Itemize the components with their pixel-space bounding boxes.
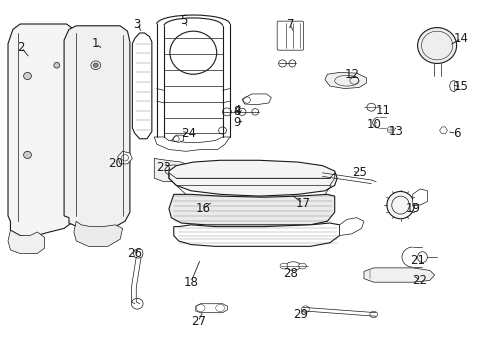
Ellipse shape: [251, 109, 258, 115]
Text: 10: 10: [366, 118, 380, 131]
Text: 20: 20: [108, 157, 122, 170]
Ellipse shape: [449, 81, 457, 91]
Ellipse shape: [366, 103, 375, 111]
Ellipse shape: [54, 62, 60, 68]
Text: 22: 22: [412, 274, 427, 287]
Text: 7: 7: [286, 18, 294, 31]
Ellipse shape: [238, 108, 245, 116]
Polygon shape: [242, 94, 271, 105]
Ellipse shape: [417, 252, 427, 262]
Ellipse shape: [169, 31, 216, 74]
Text: 11: 11: [375, 104, 390, 117]
Text: 2: 2: [18, 41, 25, 54]
Text: 13: 13: [387, 125, 402, 138]
Ellipse shape: [131, 298, 143, 309]
Polygon shape: [118, 151, 132, 164]
Polygon shape: [154, 158, 195, 182]
Ellipse shape: [23, 72, 31, 80]
Text: 23: 23: [156, 161, 171, 174]
Ellipse shape: [280, 263, 287, 269]
Text: 3: 3: [133, 18, 141, 31]
Ellipse shape: [301, 306, 309, 312]
Ellipse shape: [369, 311, 377, 318]
Text: 17: 17: [295, 197, 310, 210]
Polygon shape: [325, 72, 366, 89]
Text: 28: 28: [283, 267, 298, 280]
Text: 27: 27: [190, 315, 205, 328]
Text: 29: 29: [292, 308, 307, 321]
Ellipse shape: [298, 263, 306, 269]
Ellipse shape: [23, 151, 31, 158]
Polygon shape: [195, 304, 227, 313]
Polygon shape: [8, 230, 44, 253]
Text: 8: 8: [233, 105, 241, 118]
Ellipse shape: [285, 262, 300, 270]
Ellipse shape: [288, 60, 295, 67]
Ellipse shape: [417, 28, 456, 63]
Polygon shape: [132, 33, 152, 139]
Polygon shape: [8, 24, 76, 237]
Text: 14: 14: [453, 32, 468, 45]
Polygon shape: [339, 218, 363, 235]
Polygon shape: [168, 194, 334, 225]
Text: 1: 1: [92, 37, 100, 50]
Polygon shape: [74, 221, 122, 246]
Text: 19: 19: [405, 202, 419, 215]
Polygon shape: [171, 135, 183, 142]
Polygon shape: [173, 223, 339, 246]
Text: 24: 24: [181, 127, 196, 140]
Text: 15: 15: [453, 80, 468, 93]
Polygon shape: [363, 268, 434, 282]
Text: 12: 12: [344, 68, 359, 81]
FancyBboxPatch shape: [277, 21, 303, 50]
Text: 9: 9: [233, 116, 241, 129]
Polygon shape: [154, 137, 229, 151]
Polygon shape: [133, 249, 143, 258]
Ellipse shape: [278, 60, 286, 67]
Text: 16: 16: [195, 202, 210, 215]
Polygon shape: [412, 189, 427, 205]
Text: 6: 6: [452, 127, 459, 140]
Polygon shape: [439, 127, 447, 134]
Polygon shape: [168, 160, 336, 196]
Ellipse shape: [222, 108, 231, 116]
Text: 26: 26: [127, 247, 142, 260]
Text: 18: 18: [183, 276, 198, 289]
Polygon shape: [64, 26, 130, 230]
Text: 5: 5: [180, 14, 187, 27]
Ellipse shape: [93, 63, 98, 67]
Text: 21: 21: [409, 254, 424, 267]
Text: 25: 25: [351, 166, 366, 179]
Text: 4: 4: [233, 104, 241, 117]
Ellipse shape: [386, 192, 413, 219]
